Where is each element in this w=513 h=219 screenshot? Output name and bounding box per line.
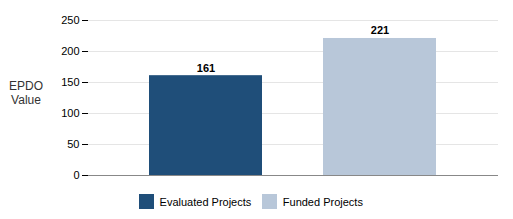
svg-text:250: 250 xyxy=(61,14,79,26)
html-text:Evaluated Projects: Evaluated Projects xyxy=(159,195,252,208)
svg-text:221: 221 xyxy=(371,24,389,36)
svg-text:50: 50 xyxy=(67,138,79,150)
svg-text:100: 100 xyxy=(61,107,79,119)
svg-text:0: 0 xyxy=(73,169,79,181)
svg-text:200: 200 xyxy=(61,45,79,57)
html-text:EPDO Value: EPDO Value xyxy=(9,78,43,107)
svg-text:150: 150 xyxy=(61,76,79,88)
html-text:Funded Projects: Funded Projects xyxy=(282,195,363,208)
svg-text:161: 161 xyxy=(197,62,215,74)
